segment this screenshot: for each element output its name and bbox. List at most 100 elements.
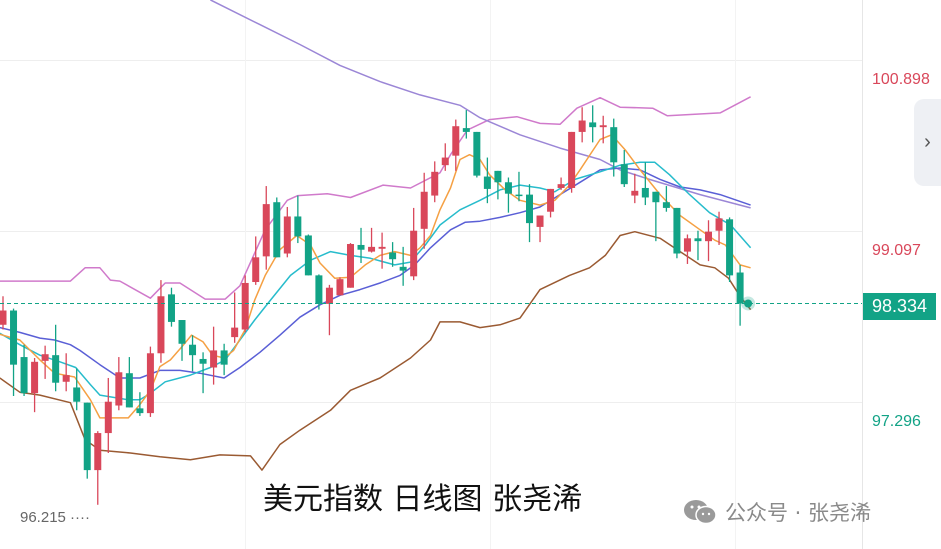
candle [115, 357, 123, 411]
candle-body [104, 401, 112, 434]
candle [420, 172, 428, 249]
candle-body [315, 275, 323, 304]
candle [683, 234, 691, 264]
candle-body [494, 170, 502, 183]
candle [610, 118, 618, 177]
y-tick-label: 99.097 [872, 241, 921, 259]
candle-body [283, 216, 291, 254]
candle-body [452, 126, 460, 156]
candle [0, 296, 7, 330]
candle [325, 284, 333, 336]
candle [73, 368, 81, 411]
candle-body [631, 190, 639, 196]
candle-body [483, 176, 491, 189]
candle-body [378, 246, 386, 249]
candle [694, 230, 702, 261]
candle [652, 191, 660, 242]
chart-caption: 美元指数 日线图 张尧浠 [263, 482, 583, 517]
ma60-line [210, 0, 751, 209]
y-tick-label: 100.898 [872, 70, 930, 88]
candle-body [241, 282, 249, 330]
watermark-text: 公众号 · 张尧浠 [725, 501, 872, 525]
candle-body [694, 238, 702, 242]
y-tick-label: 97.296 [872, 412, 921, 430]
candle-body [726, 219, 734, 276]
candle-body [683, 238, 691, 252]
candle [515, 171, 523, 202]
candle-body [515, 194, 523, 197]
candle [547, 188, 555, 218]
candle-body [641, 187, 649, 198]
candle-body [536, 215, 544, 227]
candle [304, 234, 312, 276]
candle [504, 177, 512, 213]
candle [599, 115, 607, 144]
candle-body [420, 191, 428, 229]
candle [262, 186, 270, 270]
candle [83, 402, 91, 479]
candle [462, 110, 470, 139]
candle [578, 107, 586, 143]
candle [431, 161, 439, 203]
candle-body [294, 216, 302, 237]
candle-body [399, 266, 407, 271]
indicator-lines [0, 0, 752, 471]
candle-body [62, 375, 70, 382]
candle [536, 215, 544, 243]
candle [157, 280, 165, 363]
candle [62, 353, 70, 392]
candle [726, 217, 734, 283]
grid [0, 0, 862, 549]
candle-body [252, 257, 260, 283]
candle-body [410, 230, 418, 277]
candle [441, 143, 449, 171]
candle [357, 227, 365, 264]
candle [346, 243, 354, 288]
candle [167, 287, 175, 327]
candle [589, 105, 597, 143]
candle [294, 195, 302, 244]
candle-body [73, 387, 81, 402]
expand-panel-button[interactable]: › [914, 99, 941, 186]
candle-body [589, 122, 597, 128]
candle [189, 335, 197, 372]
candle [336, 277, 344, 296]
candle [220, 343, 228, 376]
candle [662, 186, 670, 212]
candle-body [220, 350, 228, 365]
candle-body [662, 202, 670, 208]
ma5-line [0, 134, 751, 419]
candle-body [578, 120, 586, 132]
candle-body [210, 350, 218, 368]
ma20-line [0, 167, 751, 379]
low-price-label: 96.215 ···· [20, 509, 91, 526]
candle [273, 197, 281, 258]
candle-body [673, 207, 681, 254]
candle-body [705, 231, 713, 242]
candle-body [20, 357, 28, 394]
candle [125, 357, 133, 408]
candle [104, 377, 112, 454]
candle [146, 346, 154, 417]
candle [20, 344, 28, 397]
candle [568, 131, 576, 193]
candle-body [504, 182, 512, 194]
candle-body [199, 358, 207, 364]
candle-body [273, 202, 281, 258]
candle-body [346, 244, 354, 288]
candle-body [610, 127, 618, 163]
candle-body [462, 128, 470, 132]
candle [673, 207, 681, 259]
candle-body [167, 294, 175, 322]
candle-body [52, 355, 60, 383]
candle [94, 431, 102, 505]
candle-body [94, 433, 102, 471]
watermark: 公众号 · 张尧浠 [683, 497, 871, 527]
candle-body [115, 372, 123, 406]
candle [736, 264, 744, 326]
candle-body [41, 354, 49, 361]
candle-body [31, 361, 39, 394]
candle [494, 170, 502, 200]
candle-body [262, 204, 270, 257]
candle [136, 392, 144, 416]
